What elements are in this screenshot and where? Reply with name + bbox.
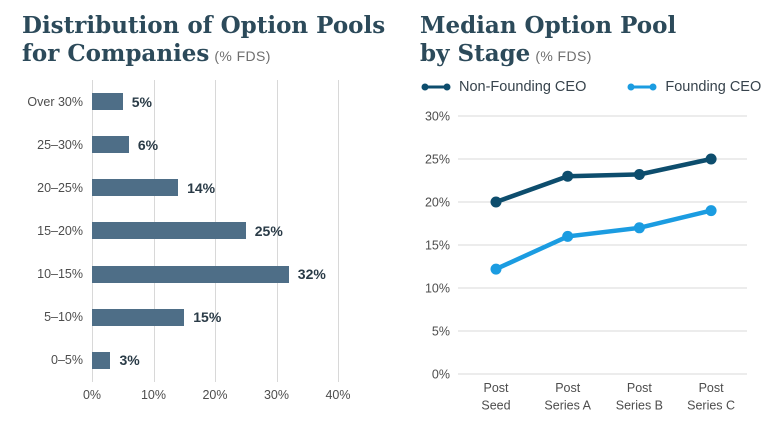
line-chart-unit: (% FDS) xyxy=(535,48,592,65)
x-axis-tick-label: 20% xyxy=(202,388,228,402)
bar-value-label: 6% xyxy=(137,136,159,153)
bar-chart-unit: (% FDS) xyxy=(214,48,271,65)
data-point xyxy=(490,196,502,208)
x-axis-tick-label: 40% xyxy=(325,388,351,402)
bar-category-label: 25–30% xyxy=(37,137,83,152)
grid-line xyxy=(276,80,278,382)
x-axis-tick-label: 0% xyxy=(82,388,102,402)
y-axis-tick-label: 25% xyxy=(425,153,450,167)
x-axis-category-label: Seed xyxy=(481,399,510,413)
x-axis-category-label: Series C xyxy=(687,399,735,413)
bar xyxy=(92,265,289,283)
y-axis-tick-label: 20% xyxy=(425,196,450,210)
x-axis-category-label: Post xyxy=(555,381,581,395)
legend-item-non-founding-ceo: Non-Founding CEO xyxy=(420,79,586,95)
y-axis-tick-label: 5% xyxy=(432,325,450,339)
line-chart-title: Median Option Pool by Stage (% FDS) xyxy=(420,12,676,68)
line-series xyxy=(493,156,714,205)
legend-label: Founding CEO xyxy=(665,79,762,95)
bar-value-label: 15% xyxy=(193,309,222,326)
bar-row: 0–5% 3% xyxy=(22,339,362,382)
legend-label: Non-Founding CEO xyxy=(459,79,587,95)
y-axis-tick-label: 0% xyxy=(432,368,450,382)
bar-chart-x-axis: 0% 10% 20% 30% 40% xyxy=(83,388,351,406)
line-series xyxy=(493,208,714,272)
data-point xyxy=(705,153,717,165)
line-dot-marker-icon xyxy=(421,83,451,91)
data-point xyxy=(633,222,645,234)
data-point xyxy=(562,170,574,182)
data-point xyxy=(562,230,574,242)
line-chart-title-text: Median Option Pool by Stage xyxy=(420,12,677,68)
bar-chart-plot: Over 30% 5% 25–30% 6% 20–25% 14% 15–20% 25% 10–1… xyxy=(22,80,362,410)
bar-rows: Over 30% 5% 25–30% 6% 20–25% 14% 15–20% 25% 10–1… xyxy=(22,80,362,382)
bar-category-label: 5–10% xyxy=(44,310,83,325)
y-axis-tick-label: 30% xyxy=(425,110,450,124)
bar-category-label: 0–5% xyxy=(51,353,83,368)
line-chart-legend: Non-Founding CEO Founding CEO xyxy=(420,79,761,95)
bar xyxy=(92,93,123,111)
data-point xyxy=(705,205,717,217)
x-axis-category-label: Series A xyxy=(544,399,591,413)
y-axis-tick-label: 10% xyxy=(425,282,450,296)
line-chart-svg: 0% 5% 10% 15% 20% 25% 30% Post Seed Post Series A P… xyxy=(425,110,747,413)
bar xyxy=(92,222,246,240)
data-point xyxy=(490,263,502,275)
bar-row: 5–10% 15% xyxy=(22,296,362,339)
bar xyxy=(92,179,179,197)
grid-line xyxy=(338,80,339,382)
bar-row: 20–25% 14% xyxy=(22,166,362,209)
y-axis-tick-label: 15% xyxy=(425,239,450,253)
data-point xyxy=(633,168,645,180)
bar-value-label: 25% xyxy=(254,222,283,239)
bar-row: 25–30% 6% xyxy=(22,123,362,166)
x-axis-tick-label: 10% xyxy=(140,388,167,402)
bar-category-label: 20–25% xyxy=(37,180,83,195)
bar xyxy=(92,136,129,154)
bar-value-label: 32% xyxy=(297,266,326,283)
bar-row: 15–20% 25% xyxy=(22,209,362,252)
bar-value-label: 3% xyxy=(119,352,140,369)
bar-category-label: 15–20% xyxy=(37,223,83,238)
bar-chart-title: Distribution of Option Pools for Compani… xyxy=(22,12,385,68)
x-axis-tick-label: 30% xyxy=(263,388,290,402)
line-dot-marker-icon xyxy=(627,83,657,91)
bar-value-label: 14% xyxy=(187,179,216,196)
bar-row: 10–15% 32% xyxy=(22,253,362,296)
bar-row: Over 30% 5% xyxy=(22,80,362,123)
bar-chart-title-text: Distribution of Option Pools for Compani… xyxy=(22,12,386,68)
bar-category-label: Over 30% xyxy=(27,94,83,109)
bar-category-label: 10–15% xyxy=(37,267,83,282)
bar xyxy=(92,308,185,326)
x-axis-category-label: Series B xyxy=(616,399,663,413)
legend-item-founding-ceo: Founding CEO xyxy=(626,79,761,95)
bar-value-label: 5% xyxy=(131,93,152,110)
x-axis-category-label: Post xyxy=(627,381,653,395)
x-axis-category-label: Post xyxy=(699,381,725,395)
x-axis-category-label: Post xyxy=(483,381,509,395)
bar xyxy=(92,351,111,369)
